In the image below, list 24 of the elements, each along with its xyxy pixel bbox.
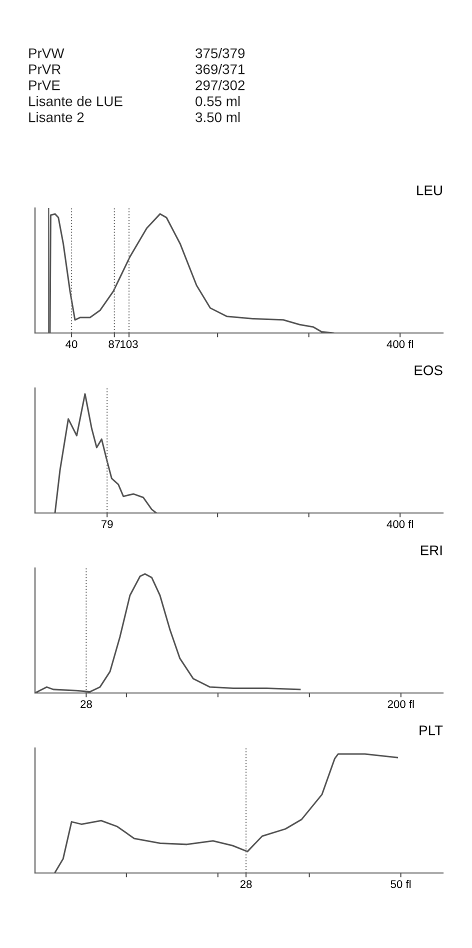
x-tick-label: 28 [240, 880, 252, 888]
x-tick-label: 200 fl [388, 700, 414, 708]
text: 297/302 [196, 80, 245, 90]
text: 369/371 [196, 64, 245, 74]
x-tick-label: 40 [66, 340, 78, 348]
x-tick-label: 87 [108, 340, 120, 348]
text: PrVR [29, 64, 61, 74]
x-tick-label: 103 [120, 340, 138, 348]
chart-title: LEU [417, 186, 442, 196]
x-tick-label: 400 fl [386, 520, 413, 528]
x-tick-label: 28 [80, 700, 92, 708]
x-tick-label: 400 fl [386, 340, 413, 348]
chart-title: EOS [414, 365, 442, 376]
chart-title: PLT [420, 726, 443, 736]
text: 3.50 ml [196, 112, 240, 122]
text: PrVE [29, 80, 60, 90]
text: 375/379 [196, 48, 245, 58]
text: 0.55 ml [196, 96, 240, 106]
text: Lisante de LUE [29, 96, 122, 106]
text: Lisante 2 [29, 112, 84, 122]
text: PrVW [29, 48, 64, 58]
chart-title: ERI [420, 546, 442, 556]
x-tick-label: 50 fl [390, 880, 411, 888]
x-tick-label: 79 [102, 520, 113, 528]
